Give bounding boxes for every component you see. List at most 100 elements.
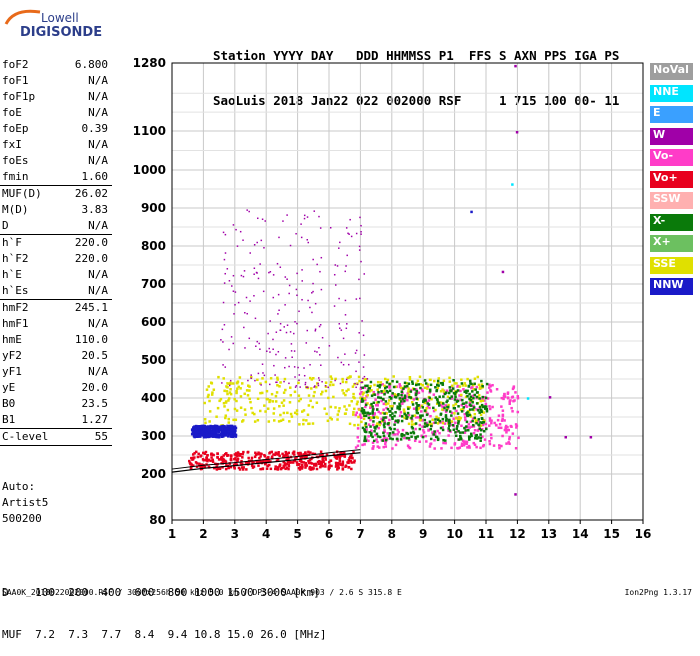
echo-point-w [222, 341, 224, 343]
echo-point-x [465, 425, 468, 428]
echo-point-sse [277, 420, 281, 423]
echo-point-w [255, 271, 258, 274]
echo-point-x [428, 389, 432, 393]
echo-point-vo [417, 416, 420, 419]
echo-point-w [309, 306, 311, 309]
echo-point-vo [427, 429, 430, 432]
echo-point-x [433, 430, 436, 433]
echo-point-sse [253, 420, 257, 423]
echo-point-x [389, 437, 392, 440]
echo-point-sse [319, 392, 323, 396]
echo-point-vo [257, 452, 260, 456]
echo-point-vo [236, 454, 239, 458]
echo-point-sse [312, 376, 315, 380]
echo-point-vo [275, 452, 279, 455]
param-name: B0 [2, 397, 16, 410]
echo-point-w [359, 216, 361, 219]
echo-point-w [256, 340, 259, 343]
echo-point-x [478, 427, 481, 430]
echo-point-sse [275, 391, 279, 394]
echo-point-x [372, 439, 376, 443]
echo-point-vo [473, 428, 477, 432]
echo-point-sse [381, 390, 385, 394]
echo-point-nnw [209, 424, 212, 428]
echo-point-x [452, 379, 455, 382]
echo-point-vo [516, 395, 520, 398]
echo-point-vo [359, 387, 363, 391]
echo-point-vo [233, 467, 236, 470]
echo-point-vo [414, 427, 417, 431]
echo-point-w [246, 209, 248, 211]
echo-point-sse [430, 422, 433, 426]
echo-point-sse [286, 411, 289, 415]
echo-point-x [405, 436, 409, 440]
echo-point-nnw [217, 431, 221, 434]
echo-point-isolated [511, 183, 514, 186]
echo-point-vo [513, 399, 516, 402]
echo-point-sse [235, 391, 238, 395]
echo-point-x [419, 416, 422, 419]
param-value: 0.39 [81, 122, 109, 135]
echo-point-vo [334, 456, 338, 460]
echo-point-vo [443, 422, 447, 425]
echo-point-nnw [230, 427, 234, 430]
param-value: 23.5 [81, 397, 109, 410]
echo-point-x [399, 400, 403, 403]
echo-point-w [313, 210, 316, 212]
echo-point-x [388, 432, 392, 435]
echo-point-w [294, 321, 296, 323]
echo-point-sse [237, 385, 240, 389]
echo-point-sse [476, 375, 480, 379]
echo-point-vo [486, 391, 489, 394]
echo-point-vo [421, 389, 425, 393]
echo-point-x [372, 416, 376, 419]
echo-point-nnw [224, 428, 228, 431]
echo-point-sse [308, 376, 312, 380]
echo-point-vo [372, 445, 375, 448]
echo-point-x [407, 407, 410, 411]
echo-point-sse [265, 397, 269, 401]
echo-point-sse [477, 394, 481, 397]
echo-point-sse [233, 397, 236, 401]
echo-point-x [371, 435, 374, 439]
echo-point-x [434, 418, 437, 421]
echo-point-vo [382, 402, 386, 406]
echo-point-sse [460, 378, 463, 381]
echo-point-sse [419, 382, 422, 386]
echo-point-vo [297, 463, 301, 466]
param-value: N/A [88, 154, 108, 167]
echo-point-sse [253, 412, 256, 416]
echo-point-vo [382, 408, 385, 411]
echo-point-vo [447, 434, 450, 437]
echo-point-vo [320, 460, 323, 464]
echo-point-sse [475, 419, 478, 423]
echo-point-sse [352, 410, 355, 414]
distance-row: D 100 200 400 600 800 1000 1500 3000 [km… [2, 586, 320, 599]
echo-point-sse [341, 377, 344, 381]
echo-point-x [469, 395, 473, 399]
echo-point-w [277, 313, 279, 315]
echo-point-vo [453, 443, 457, 446]
echo-point-w [316, 351, 318, 353]
param-value: N/A [88, 106, 108, 119]
echo-point-x [444, 415, 448, 419]
echo-point-w [277, 350, 280, 353]
x-tick-label: 4 [262, 527, 270, 541]
echo-point-sse [413, 422, 416, 426]
echo-point-x [411, 382, 414, 385]
echo-point-x [478, 405, 482, 409]
echo-point-x [371, 412, 374, 415]
echo-point-w [320, 364, 322, 366]
echo-point-w [338, 323, 340, 325]
echo-point-vo [247, 456, 250, 460]
echo-point-sse [430, 397, 433, 401]
echo-point-x [483, 405, 486, 408]
echo-point-vo [396, 428, 399, 432]
echo-point-vo [458, 394, 461, 397]
echo-point-sse [479, 413, 483, 417]
echo-point-sse [435, 415, 438, 419]
plot-frame [171, 62, 644, 521]
echo-point-x [388, 389, 392, 393]
echo-point-w [223, 282, 226, 284]
echo-point-w [301, 280, 303, 282]
